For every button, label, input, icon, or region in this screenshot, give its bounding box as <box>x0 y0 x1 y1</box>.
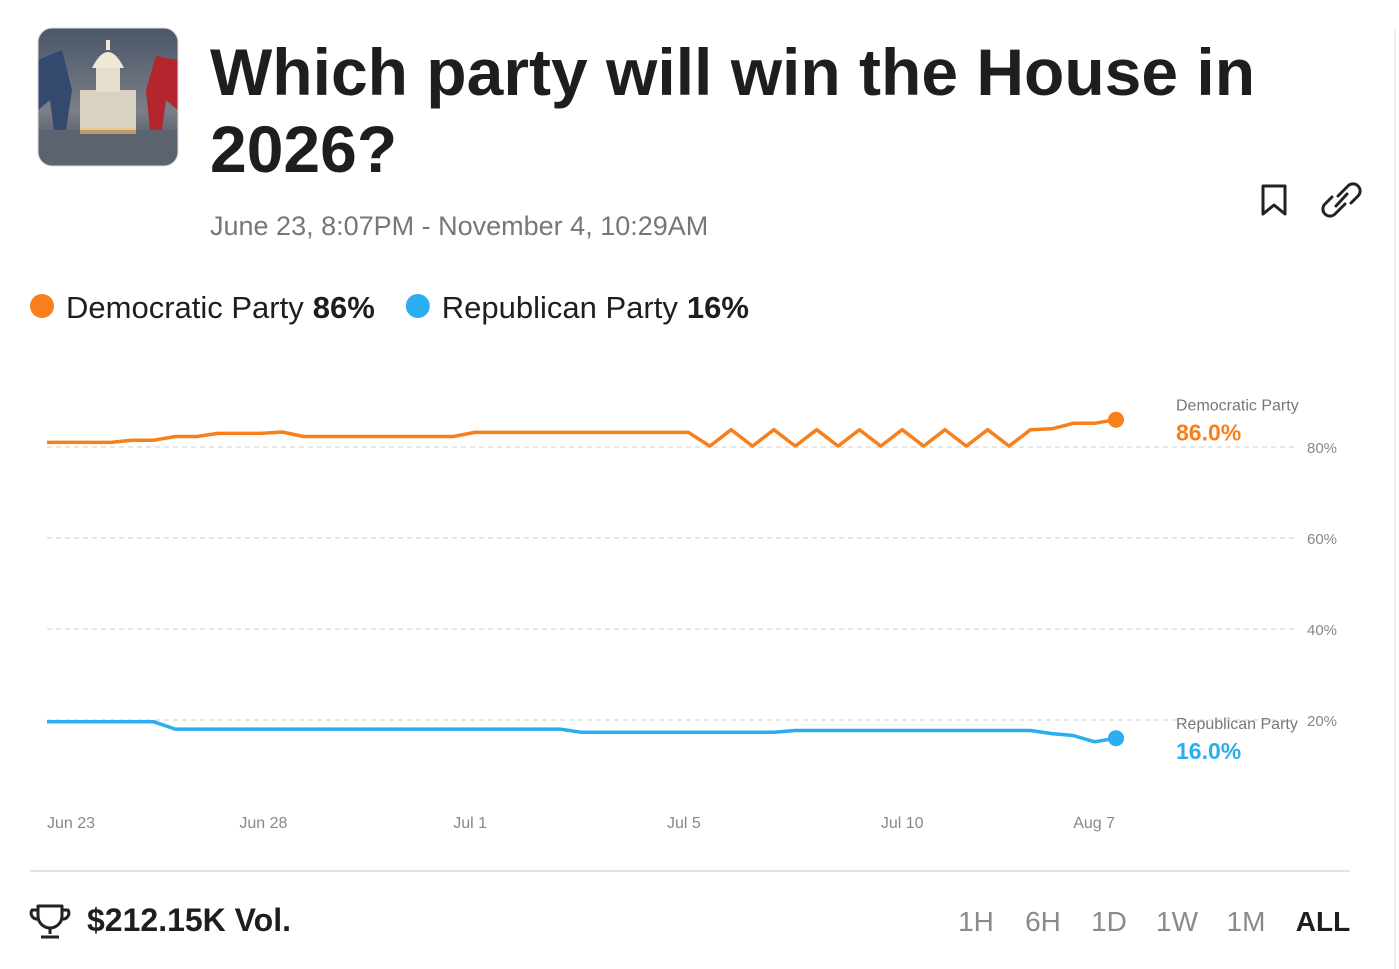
volume: $212.15K Vol. <box>87 902 291 938</box>
legend-marker <box>30 294 54 318</box>
legend-label: Democratic Party 86% <box>66 290 375 325</box>
legend-label: Republican Party 16% <box>442 290 749 325</box>
end-value-label: 16.0% <box>1176 738 1241 764</box>
market-title: 2026? <box>210 112 397 186</box>
y-tick-label: 20% <box>1307 713 1337 730</box>
copy-link-button[interactable] <box>1321 182 1362 218</box>
x-tick-label: Jun 23 <box>47 815 95 832</box>
chart: 20% 40% 60% 80% Jun 23 Jun 28 Jul 1 Jul 5 Jul 10… <box>47 398 1337 832</box>
x-tick-label: Jul 1 <box>453 815 487 832</box>
end-series-name: Republican Party <box>1176 716 1298 733</box>
thumbnail-frame <box>37 27 179 167</box>
x-tick-label: Jul 5 <box>667 815 701 832</box>
bookmark-button[interactable] <box>1261 184 1287 216</box>
legend-value: 86% <box>313 290 375 325</box>
x-tick-label: Jun 28 <box>239 815 287 832</box>
timeframe-selector: 1H 6H 1D 1W 1M ALL <box>958 906 1350 937</box>
y-tick-label: 60% <box>1307 531 1337 548</box>
timeframe-button[interactable]: 1D <box>1091 906 1127 937</box>
x-tick-label: Aug 7 <box>1073 815 1115 832</box>
end-point <box>1108 730 1124 747</box>
legend: Democratic Party 86% Republican Party 16% <box>30 290 749 325</box>
timeframe-button[interactable]: 6H <box>1025 906 1061 937</box>
market-title: Which party will win the House in <box>210 35 1255 109</box>
end-point <box>1108 411 1124 428</box>
y-tick-label: 40% <box>1307 622 1337 639</box>
series-line <box>47 417 1117 448</box>
timeframe-button[interactable]: 1H <box>958 906 994 937</box>
legend-value: 16% <box>687 290 749 325</box>
end-value-label: 86.0% <box>1176 420 1241 446</box>
y-tick-label: 80% <box>1307 440 1337 457</box>
market-thumbnail <box>38 28 178 166</box>
timeframe-button[interactable]: ALL <box>1296 906 1350 937</box>
series-line <box>47 720 1117 744</box>
legend-marker <box>405 294 430 318</box>
timeframe-button[interactable]: 1M <box>1227 906 1266 937</box>
legend-name: Democratic Party <box>66 290 304 325</box>
end-series-name: Democratic Party <box>1176 398 1299 415</box>
legend-name: Republican Party <box>442 290 679 325</box>
x-tick-label: Jul 10 <box>881 815 924 832</box>
timeframe-button[interactable]: 1W <box>1156 906 1199 937</box>
date-range: June 23, 8:07PM - November 4, 10:29AM <box>210 211 708 241</box>
trophy-icon <box>29 904 71 939</box>
